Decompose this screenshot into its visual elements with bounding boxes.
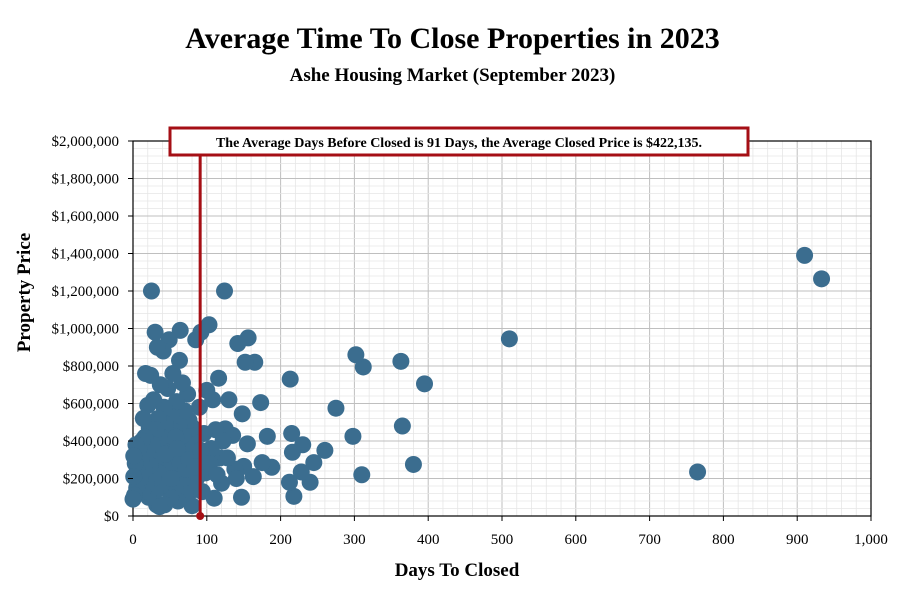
data-point xyxy=(146,323,164,341)
y-axis-title: Property Price xyxy=(14,233,35,352)
y-tick-label: $2,000,000 xyxy=(52,134,120,150)
data-point xyxy=(216,282,234,300)
data-point xyxy=(813,270,831,288)
y-tick-label: $1,000,000 xyxy=(52,322,120,338)
y-tick-label: $1,600,000 xyxy=(52,209,120,225)
data-point xyxy=(187,331,205,349)
data-point xyxy=(162,470,180,487)
data-point xyxy=(227,470,245,487)
data-point xyxy=(139,396,157,414)
data-point xyxy=(292,463,310,481)
average-days-marker xyxy=(196,512,205,520)
data-point xyxy=(393,417,411,435)
data-point xyxy=(281,370,299,388)
x-tick-label: 1,000 xyxy=(854,532,888,548)
data-point xyxy=(125,447,143,465)
x-tick-label: 400 xyxy=(417,532,440,548)
data-point xyxy=(796,246,814,264)
data-point xyxy=(208,466,226,484)
data-point xyxy=(416,375,434,393)
data-point xyxy=(137,365,155,382)
data-point xyxy=(171,321,189,339)
y-tick-label: $0 xyxy=(104,509,119,525)
data-point xyxy=(253,454,271,472)
data-point xyxy=(142,282,160,300)
x-tick-label: 900 xyxy=(786,532,809,548)
data-point xyxy=(327,399,345,417)
data-point xyxy=(218,449,236,467)
x-tick-label: 300 xyxy=(343,532,366,548)
x-tick-label: 200 xyxy=(269,532,292,548)
data-point xyxy=(232,488,250,506)
data-point xyxy=(124,490,142,508)
data-point xyxy=(305,454,323,472)
data-point xyxy=(252,394,270,412)
chart-title: Average Time To Close Properties in 2023 xyxy=(185,22,720,55)
x-tick-label: 100 xyxy=(196,532,219,548)
data-point xyxy=(134,410,152,427)
y-tick-label: $200,000 xyxy=(63,472,119,488)
y-tick-label: $600,000 xyxy=(63,397,119,413)
y-tick-label: $1,800,000 xyxy=(52,172,120,188)
data-point xyxy=(392,352,410,370)
data-point xyxy=(283,425,301,442)
data-point xyxy=(344,427,362,445)
x-tick-label: 600 xyxy=(565,532,588,548)
data-point xyxy=(316,441,334,459)
data-point xyxy=(404,455,422,473)
data-point xyxy=(168,440,186,457)
data-point xyxy=(164,365,182,382)
data-point xyxy=(353,466,371,484)
y-tick-label: $400,000 xyxy=(63,434,119,450)
y-tick-label: $1,200,000 xyxy=(52,284,120,300)
x-tick-label: 500 xyxy=(491,532,514,548)
data-point xyxy=(258,427,276,445)
data-point xyxy=(220,391,238,409)
annotation-box xyxy=(168,126,750,157)
chart-subtitle: Ashe Housing Market (September 2023) xyxy=(289,65,616,86)
data-point xyxy=(210,369,228,387)
x-axis-title: Days To Closed xyxy=(395,560,520,581)
data-point xyxy=(500,330,518,348)
data-point xyxy=(236,353,254,371)
data-points xyxy=(124,246,831,516)
data-point xyxy=(285,487,303,505)
data-point xyxy=(198,381,216,399)
x-tick-labels: 0 100 200 300 400 500 600 700 800 900 1,000 xyxy=(129,516,888,548)
data-point xyxy=(238,435,256,453)
data-point xyxy=(229,335,247,352)
annotation-text: The Average Days Before Closed is 91 Day… xyxy=(216,136,702,151)
data-point xyxy=(233,405,251,423)
data-point xyxy=(148,338,166,356)
data-point xyxy=(170,351,188,369)
y-tick-labels: $0 $200,000 $400,000 $600,000 $800,000 $1,000… xyxy=(52,134,133,525)
data-point xyxy=(689,463,707,481)
data-point xyxy=(347,346,365,364)
y-tick-label: $1,400,000 xyxy=(52,247,120,263)
data-point xyxy=(125,468,143,486)
x-tick-label: 0 xyxy=(129,532,137,548)
x-tick-label: 800 xyxy=(712,532,735,548)
y-tick-label: $800,000 xyxy=(63,359,119,375)
data-point xyxy=(280,473,298,491)
average-annotation: The Average Days Before Closed is 91 Day… xyxy=(168,126,750,520)
data-point xyxy=(151,498,169,516)
data-point xyxy=(354,358,372,376)
x-tick-label: 700 xyxy=(638,532,661,548)
data-point xyxy=(283,443,301,461)
